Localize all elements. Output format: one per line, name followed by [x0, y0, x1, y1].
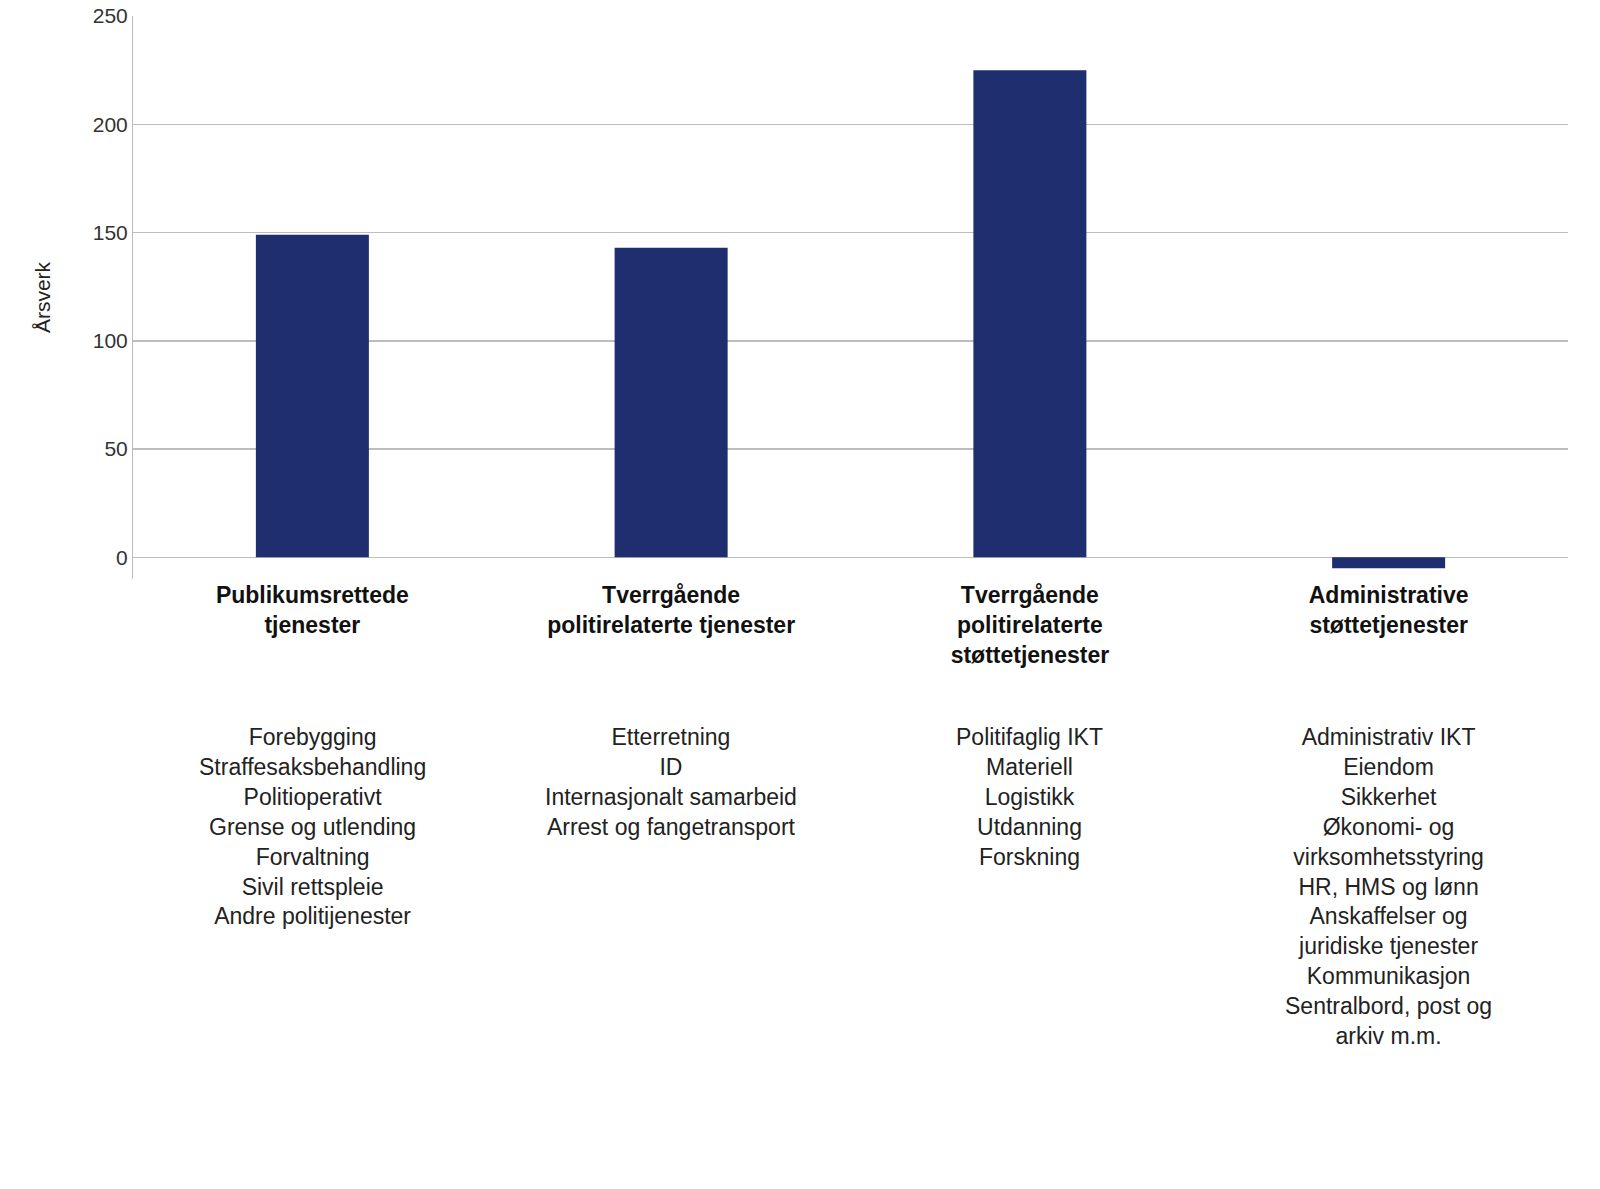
svg-text:250: 250	[93, 4, 128, 27]
svg-text:Tverrgåendepolitirelatertestøt: Tverrgåendepolitirelatertestøttetjeneste…	[951, 582, 1110, 668]
svg-text:EtterretningIDInternasjonalt s: EtterretningIDInternasjonalt samarbeidAr…	[545, 724, 797, 840]
svg-text:Administrativestøttetjenester: Administrativestøttetjenester	[1309, 582, 1469, 638]
svg-text:100: 100	[93, 329, 128, 352]
svg-text:Publikumsrettedetjenester: Publikumsrettedetjenester	[216, 582, 409, 638]
svg-text:50: 50	[104, 437, 127, 460]
svg-text:Tverrgåendepolitirelaterte tje: Tverrgåendepolitirelaterte tjenester	[547, 582, 795, 638]
svg-text:Administrativ IKTEiendomSikker: Administrativ IKTEiendomSikkerhetØkonomi…	[1285, 724, 1492, 1049]
svg-text:200: 200	[93, 113, 128, 136]
svg-text:ForebyggingStraffesaksbehandli: ForebyggingStraffesaksbehandlingPolitiop…	[199, 724, 426, 929]
svg-text:150: 150	[93, 221, 128, 244]
svg-text:Årsverk: Årsverk	[31, 261, 54, 333]
svg-text:Politifaglig IKTMateriellLogis: Politifaglig IKTMateriellLogistikkUtdann…	[956, 724, 1103, 870]
svg-text:0: 0	[116, 546, 128, 569]
